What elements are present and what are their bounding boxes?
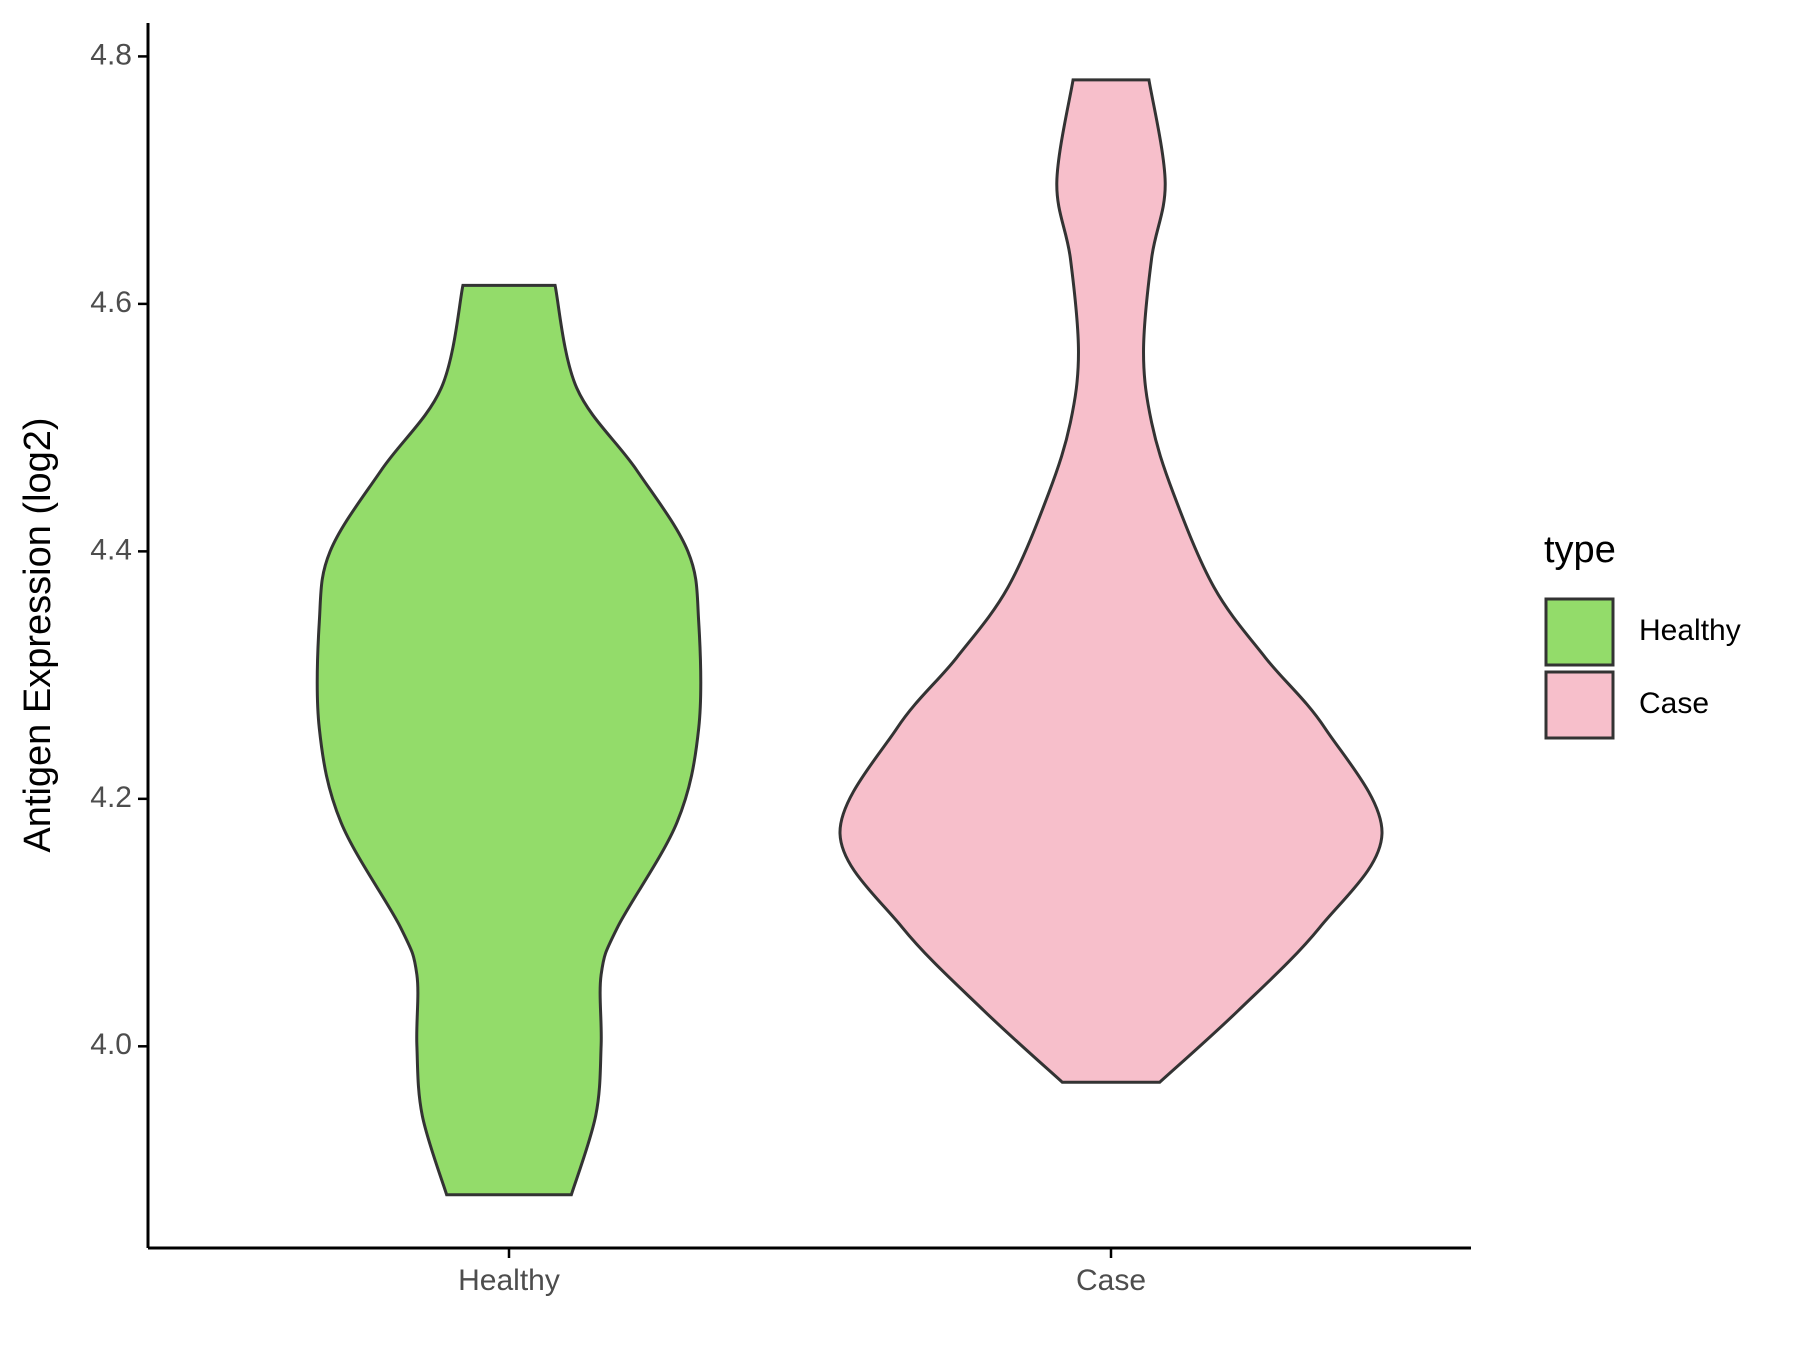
y-tick-label: 4.6 [90,286,132,319]
violin [838,78,1384,1084]
violin [315,283,703,1197]
y-axis-title: Antigen Expression (log2) [17,417,59,852]
x-tick-label: Healthy [458,1264,560,1297]
y-tick-label: 4.8 [90,38,132,71]
legend-label: Case [1639,687,1709,720]
y-tick-label: 4.0 [90,1028,132,1061]
legend-key [1544,597,1615,667]
legend-label: Healthy [1639,614,1741,647]
x-tick-label: Case [1076,1264,1146,1297]
y-tick-label: 4.4 [90,533,132,566]
y-tick-label: 4.2 [90,781,132,814]
legend-title: type [1544,529,1616,571]
legend-key [1544,670,1615,740]
